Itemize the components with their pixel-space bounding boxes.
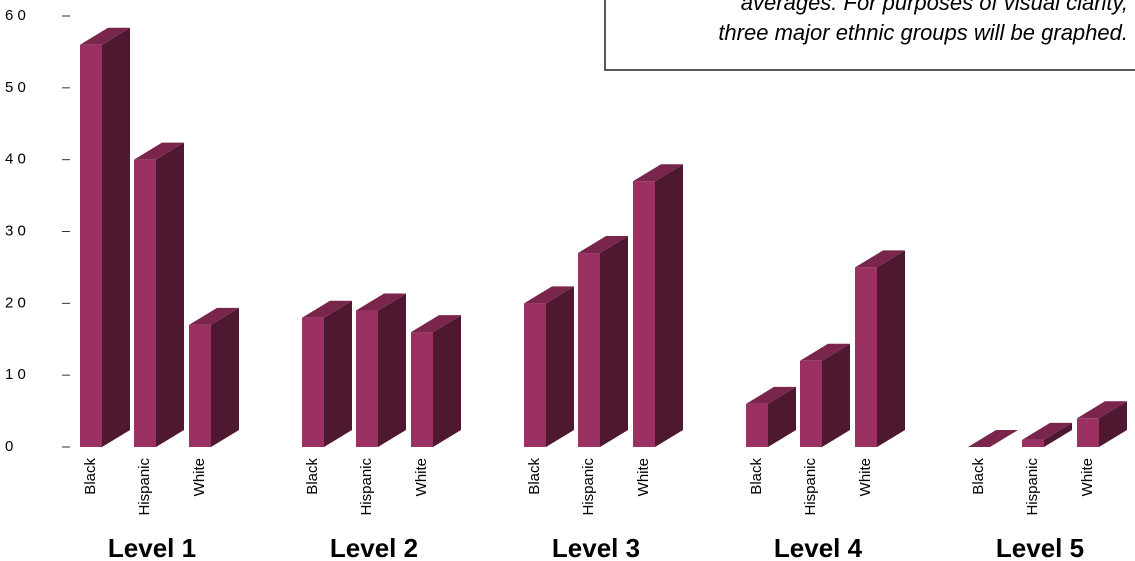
bar-group bbox=[855, 250, 905, 447]
bar-top bbox=[578, 236, 628, 254]
note-line: averages. For purposes of visual clarity… bbox=[741, 0, 1128, 15]
bar-group bbox=[1077, 401, 1127, 447]
bar-top bbox=[189, 307, 239, 325]
series-label: White bbox=[635, 458, 652, 496]
series-label: White bbox=[413, 458, 430, 496]
bar-top bbox=[800, 343, 850, 361]
bar bbox=[1022, 439, 1044, 447]
bar-group bbox=[746, 386, 796, 447]
bar bbox=[1077, 418, 1099, 447]
series-label: White bbox=[1079, 458, 1096, 496]
bar-group bbox=[411, 315, 461, 447]
bar-top bbox=[302, 300, 352, 318]
series-label: White bbox=[857, 458, 874, 496]
bar bbox=[800, 360, 822, 447]
bar bbox=[524, 303, 546, 447]
bar bbox=[356, 310, 378, 447]
series-label: Black bbox=[970, 458, 987, 495]
bar bbox=[134, 159, 156, 447]
series-label: Black bbox=[748, 458, 765, 495]
series-label: White bbox=[191, 458, 208, 496]
bar-group bbox=[189, 307, 239, 447]
bar bbox=[80, 44, 102, 447]
bar-side bbox=[102, 27, 130, 447]
note-line: three major ethnic groups will be graphe… bbox=[718, 20, 1128, 45]
bar bbox=[189, 324, 211, 447]
bar-group bbox=[578, 236, 628, 447]
bar-top bbox=[855, 250, 905, 268]
bar-group bbox=[80, 27, 130, 447]
y-tick-label: 5 0 bbox=[5, 79, 26, 96]
y-tick-label: 3 0 bbox=[5, 222, 26, 239]
bar-top bbox=[80, 27, 130, 45]
bar-side bbox=[655, 164, 683, 447]
note-box bbox=[604, 0, 1135, 71]
series-label: Hispanic bbox=[802, 458, 819, 516]
y-tick-label: 6 0 bbox=[5, 7, 26, 24]
bar-top bbox=[411, 315, 461, 333]
y-tick-label: 4 0 bbox=[5, 151, 26, 168]
category-label: Level 5 bbox=[996, 533, 1084, 561]
category-label: Level 3 bbox=[552, 533, 640, 561]
bar-side bbox=[1044, 422, 1072, 447]
bar-top bbox=[1077, 401, 1127, 419]
bar-top bbox=[1022, 422, 1072, 440]
series-label: Hispanic bbox=[358, 458, 375, 516]
bar-group bbox=[356, 293, 406, 447]
bar bbox=[855, 267, 877, 447]
bar-group bbox=[134, 142, 184, 447]
bar-side bbox=[378, 293, 406, 447]
series-label: Hispanic bbox=[1024, 458, 1041, 516]
y-tick-label: 0 bbox=[5, 438, 13, 455]
bar-side bbox=[324, 300, 352, 447]
bar-group bbox=[1022, 422, 1072, 447]
bar-group bbox=[968, 430, 1018, 447]
bar-side bbox=[822, 343, 850, 447]
bar bbox=[411, 332, 433, 447]
series-label: Hispanic bbox=[580, 458, 597, 516]
bar-side bbox=[600, 236, 628, 447]
category-label: Level 2 bbox=[330, 533, 418, 561]
category-label: Level 1 bbox=[108, 533, 196, 561]
bar-top bbox=[633, 164, 683, 182]
series-label: Hispanic bbox=[136, 458, 153, 516]
bar-side bbox=[211, 307, 239, 447]
y-tick-label: 2 0 bbox=[5, 294, 26, 311]
series-label: Black bbox=[82, 458, 99, 495]
bar-side bbox=[546, 286, 574, 447]
bar-group bbox=[302, 300, 352, 447]
bar-top bbox=[524, 286, 574, 304]
category-label: Level 4 bbox=[774, 533, 863, 561]
bar bbox=[578, 253, 600, 447]
bar-top bbox=[134, 142, 184, 160]
bar-group bbox=[524, 286, 574, 447]
bar-group bbox=[633, 164, 683, 447]
bar bbox=[633, 181, 655, 447]
bar-top bbox=[746, 386, 796, 404]
bar-side bbox=[877, 250, 905, 447]
series-label: Black bbox=[526, 458, 543, 495]
bar-top bbox=[356, 293, 406, 311]
bar-side bbox=[768, 386, 796, 447]
bar bbox=[746, 403, 768, 447]
bar-top bbox=[968, 430, 1018, 447]
series-label: Black bbox=[304, 458, 321, 495]
bar-side bbox=[433, 315, 461, 447]
y-tick-label: 1 0 bbox=[5, 366, 26, 383]
bar-group bbox=[800, 343, 850, 447]
bar-side bbox=[1099, 401, 1127, 447]
bar-side bbox=[156, 142, 184, 447]
bar bbox=[302, 317, 324, 447]
